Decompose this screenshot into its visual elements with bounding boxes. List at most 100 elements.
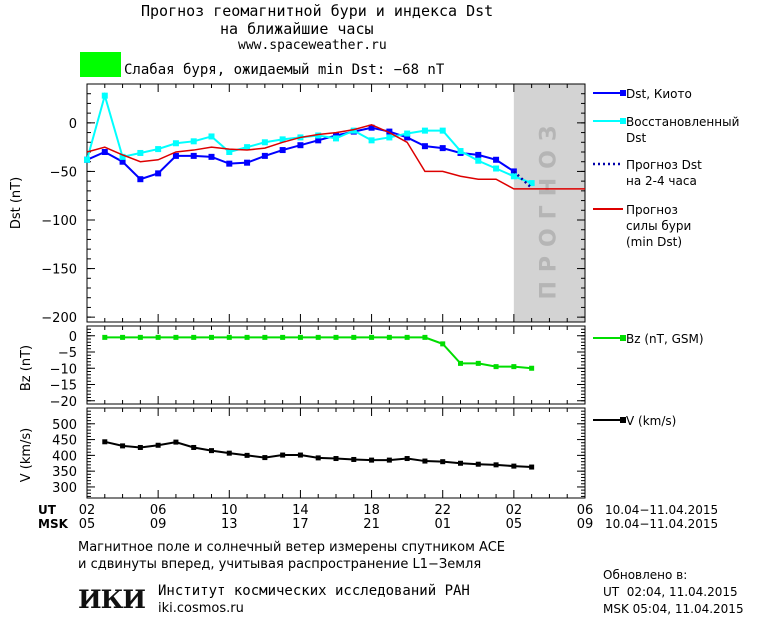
series-point: [155, 146, 162, 153]
msk-date-range: 10.04−11.04.2015: [605, 517, 718, 531]
series-point: [137, 176, 144, 183]
series-point: [155, 170, 162, 177]
series-point: [155, 442, 161, 448]
msk-tick-label: 09: [577, 517, 594, 532]
series-point: [457, 148, 464, 155]
legend-label: на 2-4 часа: [626, 174, 697, 188]
storm-status-text: Слабая буря, ожидаемый min Dst: −68 nT: [124, 62, 445, 78]
series-point: [458, 460, 463, 466]
series-point: [440, 341, 446, 347]
series-point: [209, 448, 214, 454]
y-tick-label: −100: [41, 214, 77, 229]
series-point: [262, 334, 268, 340]
series-point: [84, 156, 90, 163]
series-point: [404, 334, 410, 340]
series-line: [86, 91, 533, 185]
series-point: [244, 144, 251, 151]
series-point: [510, 173, 517, 180]
series-point: [208, 133, 215, 140]
legend-label: силы бури: [626, 219, 691, 233]
series-point: [493, 156, 500, 163]
msk-tick-label: 13: [221, 517, 238, 532]
y-tick-label: −20: [50, 395, 77, 410]
y-tick-label: 350: [52, 465, 77, 480]
series-line: [104, 440, 532, 469]
series-line: [86, 124, 585, 190]
series-point: [529, 464, 535, 470]
updated-label: Обновлено в:: [603, 568, 688, 582]
institute-site[interactable]: iki.cosmos.ru: [158, 601, 244, 616]
series-point: [333, 456, 339, 462]
series-point: [369, 334, 375, 340]
msk-tick-label: 17: [292, 517, 309, 532]
series-point: [244, 159, 251, 166]
y-tick-label: −200: [41, 311, 77, 326]
series-point: [226, 334, 232, 340]
y-tick-label: −10: [50, 362, 77, 377]
series-point: [315, 137, 322, 144]
site-url[interactable]: www.spaceweather.ru: [238, 38, 387, 53]
y-tick-label: 0: [69, 330, 77, 345]
series-point: [279, 147, 286, 154]
ut-tick-label: 02: [506, 503, 523, 518]
y-tick-label: 0: [69, 117, 77, 132]
y-tick-label: 450: [52, 434, 77, 449]
series-point: [404, 134, 411, 141]
ut-date-range: 10.04−11.04.2015: [605, 503, 718, 517]
y-axis-label: Bz (nT): [19, 345, 34, 391]
series-point: [155, 334, 161, 340]
series-point: [119, 158, 126, 165]
ut-tick-label: 06: [577, 503, 594, 518]
series-point: [386, 128, 393, 135]
y-axis-label: Dst (nT): [9, 177, 24, 229]
series-point: [440, 459, 446, 465]
series-point: [369, 457, 375, 463]
updated-ut: UT 02:04, 11.04.2015: [603, 585, 738, 599]
series-point: [226, 450, 232, 456]
series-point: [368, 124, 375, 131]
legend-label: Dst, Киото: [626, 87, 692, 101]
series-point: [137, 444, 143, 450]
ut-tick-label: 14: [292, 503, 309, 518]
series-point: [333, 334, 339, 340]
series-point: [386, 134, 393, 141]
series-point: [333, 135, 339, 142]
plot-frame: [86, 83, 586, 323]
y-tick-label: −15: [50, 379, 77, 394]
measurement-note-line2: и сдвинуты вперед, учитывая распростране…: [78, 557, 482, 572]
series-point: [190, 152, 197, 159]
series-point: [101, 149, 108, 155]
series-point: [493, 462, 499, 468]
legend-label: Прогноз Dst: [626, 158, 702, 172]
iki-logo[interactable]: ИКИ: [78, 585, 146, 615]
v-legend-marker: [620, 417, 626, 423]
series-line: [513, 170, 533, 189]
series-point: [528, 180, 535, 187]
series-point: [475, 461, 481, 467]
bz-legend-marker: [620, 335, 626, 341]
legend-label: Dst: [626, 131, 646, 145]
series-point: [297, 334, 303, 340]
series-point: [261, 152, 268, 159]
y-tick-label: −5: [58, 346, 77, 361]
series-point: [173, 439, 179, 445]
chart-title-line1: Прогноз геомагнитной бури и индекса Dst: [141, 2, 494, 20]
measurement-note-line1: Магнитное поле и солнечный ветер измерен…: [78, 540, 506, 555]
series-point: [493, 165, 500, 172]
msk-tick-label: 09: [150, 517, 167, 532]
series-point: [511, 463, 517, 469]
bz-panel: 0−5−10 −15−20 Bz (nT): [19, 325, 586, 410]
series-point: [404, 456, 410, 462]
series-point: [209, 334, 214, 340]
series-point: [261, 139, 268, 146]
series-point: [458, 360, 463, 366]
series-point: [421, 143, 428, 150]
iki-logo-text: ИКИ: [78, 585, 146, 614]
series-point: [421, 127, 428, 134]
series-point: [315, 334, 321, 340]
series-point: [297, 452, 303, 458]
series-point: [120, 443, 126, 449]
